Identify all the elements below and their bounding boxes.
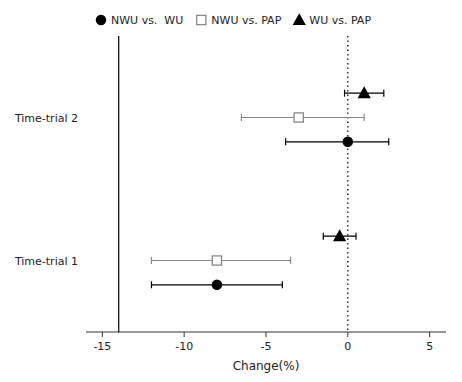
point bbox=[343, 137, 352, 146]
point bbox=[212, 280, 221, 289]
legend-item: NWU vs. WU bbox=[96, 14, 183, 27]
legend: NWU vs. WU NWU vs. PAP WU vs. PAP bbox=[96, 14, 371, 27]
x-tick bbox=[347, 332, 348, 337]
y-tick-label: Time-trial 2 bbox=[14, 112, 78, 125]
y-tick-label: Time-trial 1 bbox=[14, 255, 78, 268]
chart: -15 -10 -5 0 5 Change(%) Time-trial 1 Time-tria… bbox=[0, 0, 462, 382]
x-tick bbox=[102, 332, 103, 337]
error-cap bbox=[290, 257, 291, 264]
error-cap bbox=[151, 257, 152, 264]
legend-label: NWU vs. WU bbox=[111, 14, 183, 27]
series bbox=[323, 88, 384, 241]
x-axis-label: Change(%) bbox=[233, 359, 300, 373]
x-tick-label: 5 bbox=[426, 340, 433, 353]
legend-label: WU vs. PAP bbox=[309, 14, 371, 27]
x-tick-label: -15 bbox=[93, 340, 111, 353]
point bbox=[294, 113, 303, 122]
x-tick-label: -10 bbox=[175, 340, 193, 353]
error-cap bbox=[388, 138, 389, 145]
error-cap bbox=[383, 90, 384, 97]
series bbox=[151, 113, 364, 265]
x-tick bbox=[266, 332, 267, 337]
legend-marker bbox=[294, 14, 305, 24]
legend-marker bbox=[197, 15, 206, 24]
reference-line bbox=[118, 36, 119, 332]
error-cap bbox=[323, 233, 324, 240]
error-cap bbox=[344, 90, 345, 97]
reference-line bbox=[347, 36, 348, 332]
legend-label: NWU vs. PAP bbox=[211, 14, 281, 27]
point bbox=[359, 88, 370, 98]
error-line bbox=[286, 141, 389, 142]
point bbox=[212, 256, 221, 265]
error-cap bbox=[151, 281, 152, 288]
error-bar bbox=[286, 138, 389, 145]
error-cap bbox=[285, 138, 286, 145]
x-tick-label: -5 bbox=[261, 340, 272, 353]
legend-marker bbox=[96, 15, 105, 24]
error-cap bbox=[282, 281, 283, 288]
error-cap bbox=[241, 114, 242, 121]
plot-area bbox=[119, 36, 389, 332]
x-tick-label: 0 bbox=[344, 340, 351, 353]
legend-item: WU vs. PAP bbox=[294, 14, 372, 27]
x-tick bbox=[429, 332, 430, 337]
legend-item: NWU vs. PAP bbox=[197, 14, 282, 27]
x-tick bbox=[184, 332, 185, 337]
series bbox=[151, 137, 388, 289]
error-cap bbox=[355, 233, 356, 240]
error-cap bbox=[364, 114, 365, 121]
point bbox=[334, 231, 345, 241]
